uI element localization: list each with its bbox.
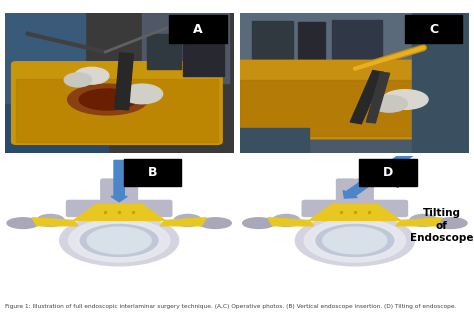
Bar	[240, 80, 419, 136]
Ellipse shape	[323, 227, 387, 254]
Ellipse shape	[79, 89, 137, 110]
Ellipse shape	[273, 214, 300, 226]
FancyArrow shape	[343, 149, 417, 198]
FancyBboxPatch shape	[126, 200, 172, 217]
Text: D: D	[383, 166, 393, 179]
FancyBboxPatch shape	[355, 179, 373, 206]
Ellipse shape	[80, 224, 158, 256]
Ellipse shape	[337, 238, 359, 248]
Ellipse shape	[64, 73, 91, 87]
Ellipse shape	[313, 223, 396, 258]
Ellipse shape	[316, 224, 394, 256]
Ellipse shape	[330, 230, 380, 251]
Ellipse shape	[94, 230, 144, 251]
Bar	[5, 104, 108, 153]
FancyBboxPatch shape	[359, 159, 417, 186]
Ellipse shape	[243, 218, 275, 229]
Ellipse shape	[87, 227, 151, 254]
Text: C: C	[429, 23, 438, 36]
FancyBboxPatch shape	[124, 159, 181, 186]
Ellipse shape	[174, 214, 201, 226]
Ellipse shape	[78, 223, 161, 258]
Polygon shape	[160, 218, 206, 226]
Bar	[16, 79, 218, 142]
FancyArrow shape	[111, 160, 127, 202]
Ellipse shape	[199, 218, 231, 229]
Ellipse shape	[435, 218, 467, 229]
Bar	[5, 13, 85, 111]
Polygon shape	[396, 218, 442, 226]
Bar	[332, 20, 383, 69]
Ellipse shape	[304, 219, 405, 262]
FancyBboxPatch shape	[302, 200, 348, 217]
FancyBboxPatch shape	[405, 16, 463, 43]
Bar	[115, 53, 133, 110]
Bar	[240, 127, 309, 153]
Bar	[183, 34, 224, 76]
Ellipse shape	[74, 67, 109, 84]
Bar	[412, 13, 469, 153]
Bar	[146, 34, 181, 69]
Text: A: A	[193, 23, 203, 36]
Ellipse shape	[295, 215, 414, 266]
Bar	[240, 13, 469, 76]
Ellipse shape	[101, 238, 124, 248]
Text: Tilting
of
Endoscope: Tilting of Endoscope	[410, 208, 474, 243]
Bar	[252, 21, 293, 66]
FancyBboxPatch shape	[66, 200, 112, 217]
Bar	[142, 13, 229, 83]
Ellipse shape	[7, 218, 39, 229]
Polygon shape	[268, 218, 314, 226]
Ellipse shape	[322, 227, 388, 255]
Bar	[350, 70, 384, 124]
Ellipse shape	[121, 84, 163, 104]
FancyBboxPatch shape	[362, 200, 408, 217]
FancyBboxPatch shape	[101, 179, 119, 206]
FancyBboxPatch shape	[337, 179, 355, 206]
Ellipse shape	[383, 90, 428, 109]
Polygon shape	[73, 204, 165, 220]
Ellipse shape	[60, 215, 179, 266]
FancyBboxPatch shape	[11, 62, 222, 144]
Ellipse shape	[68, 84, 148, 115]
Polygon shape	[309, 204, 401, 220]
Bar	[298, 23, 325, 62]
Text: Figure 1: Illustration of full endoscopic interlaminar surgery technique. (A,C) : Figure 1: Illustration of full endoscopi…	[5, 304, 456, 309]
Text: B: B	[147, 166, 157, 179]
Ellipse shape	[410, 214, 437, 226]
FancyBboxPatch shape	[236, 60, 423, 139]
Ellipse shape	[86, 227, 152, 255]
FancyBboxPatch shape	[119, 179, 137, 206]
Ellipse shape	[371, 95, 408, 112]
Ellipse shape	[37, 214, 64, 226]
Bar	[366, 72, 390, 123]
FancyBboxPatch shape	[170, 16, 227, 43]
Ellipse shape	[69, 219, 170, 262]
Polygon shape	[32, 218, 78, 226]
